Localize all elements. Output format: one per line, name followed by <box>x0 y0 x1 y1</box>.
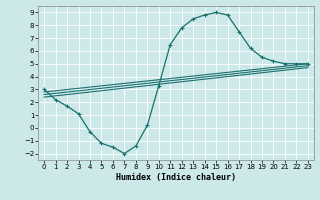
X-axis label: Humidex (Indice chaleur): Humidex (Indice chaleur) <box>116 173 236 182</box>
